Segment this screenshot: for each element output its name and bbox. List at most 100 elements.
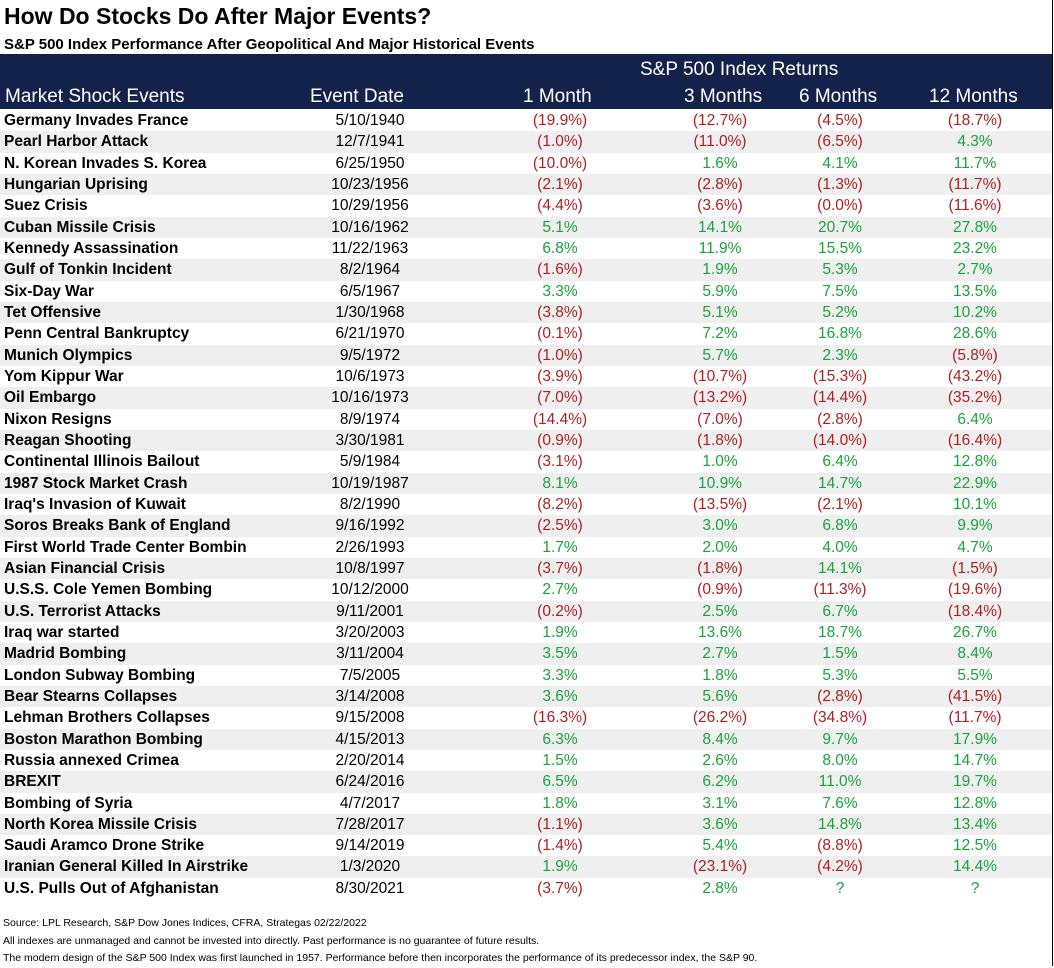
table-row: London Subway Bombing 7/5/2005 3.3% 1.8% 5.3… <box>0 665 1052 686</box>
table-row: Asian Financial Crisis 10/8/1997 (3.7%) (1.… <box>0 557 1052 580</box>
table-row: Munich Olympics 9/5/1972 (1.0%) 5.7% 2.3% (5.… <box>0 344 1052 366</box>
event-date-cell: 1/30/1968 <box>335 303 405 321</box>
event-name-cell: Saudi Aramco Drone Strike <box>4 837 205 855</box>
return-6-months-cell: ? <box>835 879 845 897</box>
return-1-month-cell: (1.6%) <box>537 261 583 279</box>
column-header-date: Event Date <box>310 86 404 107</box>
return-6-months-cell: 14.7% <box>818 474 862 492</box>
table-row: Germany Invades France 5/10/1940 (19.9%) (1… <box>0 110 1052 131</box>
event-date-cell: 5/9/1984 <box>339 453 401 471</box>
event-date-cell: 8/30/2021 <box>335 879 405 897</box>
return-1-month-cell: (2.5%) <box>537 517 583 535</box>
return-6-months-cell: 15.5% <box>818 239 862 257</box>
table-row: Bear Stearns Collapses 3/14/2008 3.6% 5.6% (… <box>0 685 1052 708</box>
return-3-months-cell: (11.0%) <box>693 133 747 151</box>
table-row: Madrid Bombing 3/11/2004 3.5% 2.7% 1.5% 8.4% <box>0 643 1052 665</box>
return-6-months-cell: 4.0% <box>822 538 858 556</box>
return-1-month-cell: (19.9%) <box>532 112 588 129</box>
return-12-months-cell: 14.4% <box>953 858 997 876</box>
return-1-month-cell: (0.1%) <box>537 325 583 343</box>
return-12-months-cell: (35.2%) <box>947 389 1003 407</box>
return-3-months-cell: 3.6% <box>702 815 738 833</box>
return-12-months-cell: (18.4%) <box>947 602 1003 620</box>
table-row: U.S. Terrorist Attacks 9/11/2001 (0.2%) 2.5… <box>0 600 1052 622</box>
event-name-cell: Hungarian Uprising <box>4 175 148 193</box>
table-row: Oil Embargo 10/16/1973 (7.0%) (13.2%) (14.4%… <box>0 387 1052 409</box>
return-6-months-cell: 7.6% <box>822 794 858 812</box>
return-3-months-cell: 5.4% <box>702 837 738 855</box>
return-12-months-cell: 19.7% <box>953 773 997 791</box>
event-name-cell: Nixon Resigns <box>4 410 112 428</box>
return-6-months-cell: (8.8%) <box>817 837 863 855</box>
return-6-months-cell: 20.7% <box>818 218 862 236</box>
table-row: N. Korean Invades S. Korea 6/25/1950 (10.0… <box>0 153 1052 174</box>
event-name-cell: Madrid Bombing <box>4 645 127 663</box>
return-1-month-cell: 3.5% <box>542 645 578 663</box>
return-3-months-cell: (23.1%) <box>692 858 748 876</box>
event-name-cell: Iranian General Killed In Airstrike <box>4 858 249 876</box>
return-1-month-cell: (7.0%) <box>537 389 583 407</box>
event-date-cell: 9/14/2019 <box>335 837 405 855</box>
return-6-months-cell: (11.3%) <box>813 581 867 599</box>
returns-group-label: S&P 500 Index Returns <box>640 59 839 80</box>
return-12-months-cell: (41.5%) <box>947 687 1003 705</box>
return-6-months-cell: 5.3% <box>822 666 858 684</box>
return-1-month-cell: (3.9%) <box>537 367 583 385</box>
event-date-cell: 5/10/1940 <box>335 112 405 129</box>
return-12-months-cell: 12.8% <box>953 794 997 812</box>
event-name-cell: Soros Breaks Bank of England <box>4 517 231 535</box>
return-3-months-cell: 1.6% <box>702 154 738 172</box>
table-row: Lehman Brothers Collapses 9/15/2008 (16.3%… <box>0 707 1052 728</box>
return-6-months-cell: 6.4% <box>822 453 858 471</box>
return-1-month-cell: (14.4%) <box>532 410 588 428</box>
return-3-months-cell: (26.2%) <box>692 709 748 727</box>
return-1-month-cell: (3.8%) <box>537 303 583 321</box>
return-12-months-cell: 4.3% <box>957 133 993 151</box>
event-date-cell: 3/30/1981 <box>335 431 405 449</box>
return-12-months-cell: 27.8% <box>953 218 997 236</box>
return-3-months-cell: 5.6% <box>702 687 738 705</box>
return-6-months-cell: (4.5%) <box>817 112 863 129</box>
return-1-month-cell: (1.0%) <box>537 346 583 364</box>
return-12-months-cell: ? <box>970 879 980 897</box>
return-1-month-cell: 6.8% <box>542 239 578 257</box>
event-name-cell: London Subway Bombing <box>4 666 196 684</box>
return-12-months-cell: 9.9% <box>957 517 993 535</box>
chart-subtitle: S&P 500 Index Performance After Geopolit… <box>4 36 535 53</box>
table-row: 1987 Stock Market Crash 10/19/1987 8.1% 10.… <box>0 472 1052 494</box>
event-date-cell: 10/6/1973 <box>335 367 405 385</box>
table-row: Iranian General Killed In Airstrike 1/3/2… <box>0 856 1052 878</box>
return-6-months-cell: (14.0%) <box>812 431 868 449</box>
return-12-months-cell: 14.7% <box>953 751 997 769</box>
return-6-months-cell: (6.5%) <box>817 133 863 151</box>
event-name-cell: U.S. Terrorist Attacks <box>4 602 161 620</box>
return-6-months-cell: 9.7% <box>822 730 858 748</box>
event-name-cell: Boston Marathon Bombing <box>4 730 203 748</box>
return-6-months-cell: 5.3% <box>822 261 858 279</box>
return-12-months-cell: (1.5%) <box>952 559 998 577</box>
event-name-cell: N. Korean Invades S. Korea <box>4 154 207 172</box>
return-12-months-cell: 28.6% <box>953 325 997 343</box>
disclaimer-note: All indexes are unmanaged and cannot be … <box>3 934 540 947</box>
table-row: U.S.S. Cole Yemen Bombing 10/12/2000 2.7% (… <box>0 579 1052 600</box>
event-name-cell: Kennedy Assassination <box>4 239 179 257</box>
event-date-cell: 10/16/1962 <box>331 218 409 236</box>
event-name-cell: Pearl Harbor Attack <box>4 133 149 151</box>
event-date-cell: 8/2/1990 <box>339 495 401 513</box>
return-1-month-cell: 6.5% <box>542 773 578 791</box>
return-3-months-cell: (10.7%) <box>692 367 748 385</box>
return-3-months-cell: 13.6% <box>698 623 742 641</box>
event-date-cell: 6/5/1967 <box>339 282 401 300</box>
event-date-cell: 11/22/1963 <box>331 239 409 257</box>
event-date-cell: 6/21/1970 <box>335 325 405 343</box>
return-12-months-cell: 12.8% <box>953 453 997 471</box>
return-3-months-cell: (0.9%) <box>697 581 743 599</box>
return-12-months-cell: (16.4%) <box>947 431 1003 449</box>
return-3-months-cell: 5.7% <box>702 346 738 364</box>
column-header-3-months: 3 Months <box>684 86 763 107</box>
table-row: Suez Crisis 10/29/1956 (4.4%) (3.6%) (0.0%) (… <box>0 195 1052 216</box>
return-1-month-cell: (1.1%) <box>537 815 583 833</box>
event-name-cell: First World Trade Center Bombin <box>4 538 247 556</box>
return-12-months-cell: 17.9% <box>953 730 997 748</box>
return-1-month-cell: 5.1% <box>542 218 578 236</box>
